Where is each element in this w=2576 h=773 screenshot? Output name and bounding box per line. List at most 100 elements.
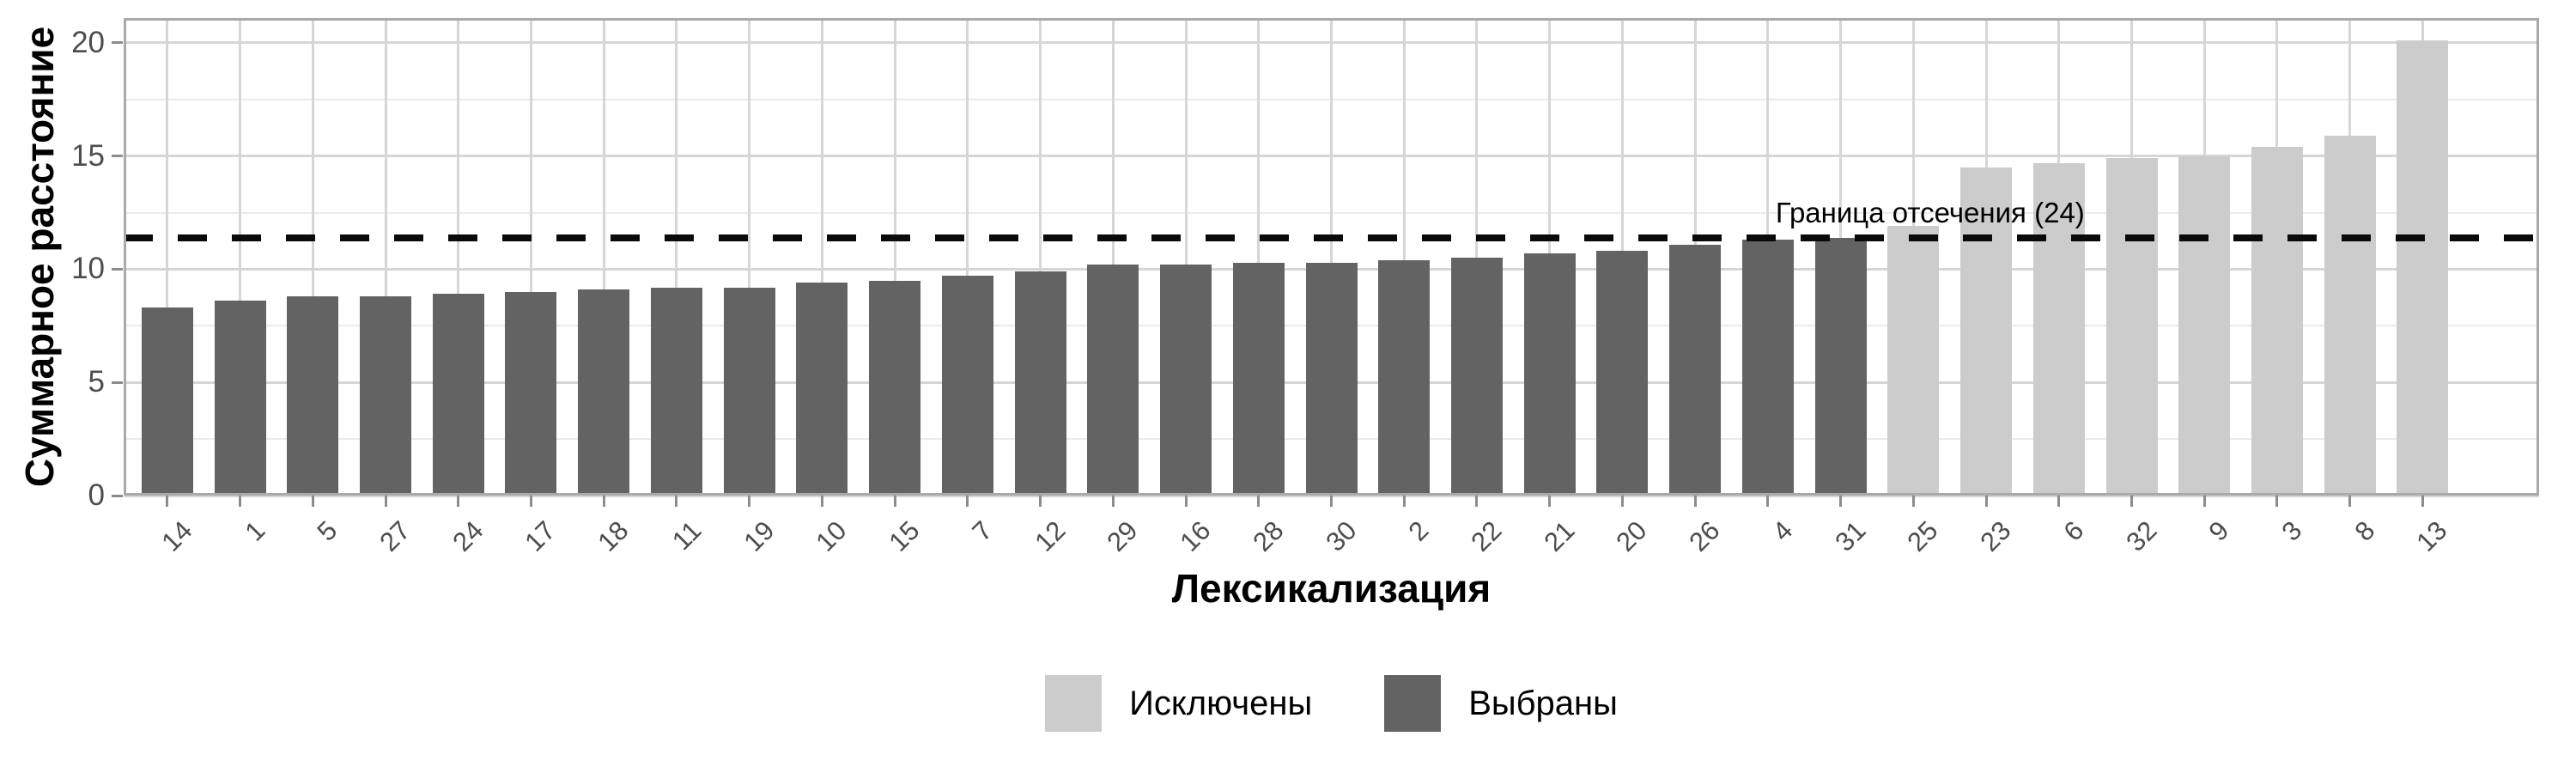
y-tick-label: 20 [71, 25, 105, 59]
bar-2 [1378, 259, 1431, 496]
x-tick-mark [2130, 496, 2134, 507]
legend-item-excluded: Исключены [1045, 675, 1312, 732]
gridline-v [384, 18, 387, 496]
x-tick-mark [1039, 496, 1042, 507]
gridline-v [311, 18, 314, 496]
x-tick-mark [1620, 496, 1624, 507]
bar-9 [2178, 155, 2231, 496]
bar-10 [796, 283, 848, 496]
x-tick-mark [1548, 496, 1552, 507]
bar-31 [1814, 237, 1867, 496]
bar-27 [360, 296, 412, 496]
x-tick-mark [820, 496, 823, 507]
gridline-v [820, 18, 823, 496]
x-tick-mark [966, 496, 969, 507]
x-tick-mark [529, 496, 532, 507]
bar-3 [2251, 147, 2303, 496]
x-tick-mark [1402, 496, 1406, 507]
bar-15 [869, 280, 921, 496]
x-tick-mark [2348, 496, 2352, 507]
gridline-v [239, 18, 242, 496]
bar-7 [941, 276, 993, 496]
x-tick-mark [1766, 496, 1770, 507]
bar-4 [1741, 240, 1794, 496]
bar-12 [1014, 271, 1066, 496]
gridline-v [893, 18, 896, 496]
gridline-v [966, 18, 969, 496]
gridline-v [1402, 18, 1406, 496]
bar-1 [214, 301, 266, 496]
bar-18 [578, 289, 630, 496]
gridline-v [1257, 18, 1261, 496]
plot-panel [124, 18, 2539, 497]
x-tick-mark [602, 496, 605, 507]
bar-30 [1305, 262, 1358, 496]
bar-14 [141, 307, 193, 496]
bar-29 [1087, 265, 1139, 496]
x-tick-mark [2421, 496, 2424, 507]
x-tick-mark [1330, 496, 1333, 507]
x-tick-mark [748, 496, 751, 507]
gridline-v [166, 18, 169, 496]
y-tick-mark [112, 155, 123, 158]
legend-label-selected: Выбраны [1468, 684, 1618, 722]
y-tick-mark [112, 494, 123, 497]
x-tick-mark [2275, 496, 2279, 507]
y-tick-label: 10 [71, 252, 105, 286]
x-tick-mark [1839, 496, 1843, 507]
x-tick-mark [1257, 496, 1261, 507]
bar-28 [1232, 262, 1285, 496]
x-tick-mark [1911, 496, 1915, 507]
x-tick-mark [457, 496, 460, 507]
bar-17 [505, 291, 557, 496]
legend-item-selected: Выбраны [1384, 675, 1618, 732]
x-tick-mark [675, 496, 678, 507]
x-tick-mark [893, 496, 896, 507]
x-axis-title: Лексикализация [1171, 566, 1492, 611]
gridline-v [1184, 18, 1188, 496]
gridline-v [748, 18, 751, 496]
bar-21 [1523, 253, 1576, 496]
y-tick-label: 5 [88, 365, 105, 399]
y-tick-mark [112, 41, 123, 45]
bar-32 [2105, 158, 2158, 496]
cutoff-annotation: Граница отсечения (24) [1775, 196, 2085, 228]
gridline-v [1039, 18, 1042, 496]
gridline-v [602, 18, 605, 496]
cutoff-line [124, 234, 2539, 241]
x-tick-mark [1111, 496, 1115, 507]
y-tick-label: 15 [71, 138, 105, 173]
gridline-v [1475, 18, 1479, 496]
bar-19 [723, 287, 775, 496]
bar-5 [287, 296, 339, 496]
x-tick-mark [1984, 496, 1988, 507]
x-tick-mark [166, 496, 169, 507]
bar-6 [2032, 162, 2085, 496]
x-tick-mark [1184, 496, 1188, 507]
y-tick-mark [112, 380, 123, 384]
bar-26 [1669, 244, 1722, 496]
x-tick-mark [2202, 496, 2206, 507]
gridline-v [675, 18, 678, 496]
bar-23 [1960, 167, 2013, 496]
bar-13 [2397, 40, 2449, 496]
bar-16 [1160, 265, 1212, 496]
gridline-v [457, 18, 460, 496]
bar-25 [1887, 226, 1940, 496]
legend-swatch-excluded [1045, 675, 1103, 732]
x-tick-mark [311, 496, 314, 507]
bar-24 [432, 294, 484, 496]
bar-11 [650, 287, 702, 496]
gridline-v [1111, 18, 1115, 496]
gridline-v [529, 18, 532, 496]
legend-label-excluded: Исключены [1129, 684, 1313, 722]
x-tick-mark [1475, 496, 1479, 507]
x-tick-mark [1693, 496, 1697, 507]
y-tick-label: 0 [88, 478, 105, 512]
y-tick-mark [112, 267, 123, 271]
legend-swatch-selected [1384, 675, 1442, 732]
gridline-v [1330, 18, 1333, 496]
bar-22 [1450, 258, 1503, 496]
legend: Исключены Выбраны [124, 675, 2539, 732]
